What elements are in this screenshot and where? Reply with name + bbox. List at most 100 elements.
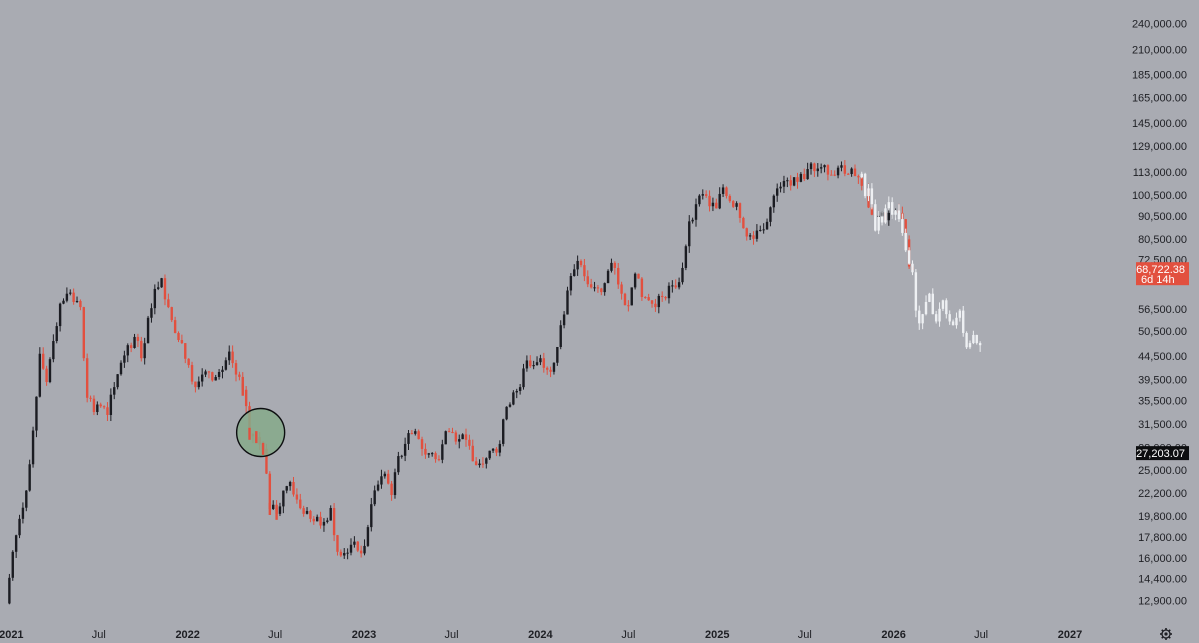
candle bbox=[383, 473, 387, 477]
candle bbox=[92, 398, 96, 413]
candle bbox=[217, 371, 221, 378]
candle bbox=[157, 287, 160, 289]
candle bbox=[397, 456, 400, 473]
candle bbox=[701, 194, 704, 196]
candle bbox=[231, 351, 234, 364]
candle bbox=[488, 450, 491, 459]
candle bbox=[657, 295, 661, 308]
candle bbox=[708, 195, 711, 207]
candle bbox=[518, 387, 522, 391]
candle bbox=[211, 372, 214, 381]
candle bbox=[562, 314, 566, 326]
candle bbox=[113, 387, 116, 395]
candle bbox=[813, 163, 816, 172]
candle bbox=[48, 359, 52, 383]
candle bbox=[775, 188, 779, 196]
candle bbox=[833, 174, 836, 176]
candle bbox=[539, 358, 542, 363]
projection-candles bbox=[860, 171, 982, 352]
candle bbox=[748, 235, 752, 237]
candle bbox=[278, 506, 282, 514]
candle bbox=[332, 508, 336, 536]
candle bbox=[79, 300, 82, 308]
x-tick-label: 2026 bbox=[881, 629, 905, 641]
projection-candle bbox=[863, 173, 867, 197]
candle bbox=[353, 541, 356, 545]
candle bbox=[515, 390, 518, 393]
candle bbox=[728, 195, 732, 202]
time-axis[interactable]: 2021 Jul 2022 Jul 2023 Jul 2024 Jul 2025 Jul 2026 J… bbox=[0, 629, 1082, 641]
candle bbox=[390, 483, 393, 496]
candle bbox=[613, 262, 617, 268]
candle bbox=[370, 504, 373, 528]
candle bbox=[424, 448, 427, 455]
highlight-circle bbox=[235, 407, 286, 458]
candle bbox=[106, 407, 109, 415]
x-tick-label: 2022 bbox=[175, 629, 199, 641]
candle bbox=[792, 177, 796, 186]
projection-candle bbox=[948, 314, 951, 322]
projection-candle bbox=[931, 293, 934, 315]
x-tick-label: 2023 bbox=[352, 629, 376, 641]
y-tick-label: 14,400.00 bbox=[1138, 574, 1187, 586]
candle bbox=[809, 163, 813, 170]
candle bbox=[474, 461, 478, 466]
candle bbox=[339, 551, 343, 556]
candle bbox=[302, 508, 305, 514]
y-tick-label: 56,500.00 bbox=[1138, 304, 1187, 316]
y-tick-label: 35,500.00 bbox=[1138, 396, 1187, 408]
candle bbox=[356, 541, 359, 551]
candle bbox=[566, 290, 569, 315]
candle bbox=[819, 167, 823, 169]
candle bbox=[363, 545, 366, 554]
y-tick-label: 129,000.00 bbox=[1132, 141, 1187, 153]
candle bbox=[495, 448, 498, 453]
candle bbox=[72, 292, 75, 302]
settings-button[interactable] bbox=[1160, 628, 1172, 640]
price-candles bbox=[8, 160, 914, 605]
candle bbox=[853, 168, 857, 177]
candle bbox=[454, 432, 458, 442]
candle bbox=[529, 360, 532, 367]
y-tick-label: 19,800.00 bbox=[1138, 511, 1187, 523]
candle bbox=[177, 332, 180, 341]
candle bbox=[691, 219, 694, 222]
candle bbox=[407, 433, 410, 444]
candle bbox=[437, 459, 441, 461]
candle bbox=[349, 544, 353, 553]
projection-candle bbox=[887, 202, 891, 209]
projection-candle bbox=[955, 317, 958, 326]
candle bbox=[393, 472, 397, 496]
candle bbox=[414, 431, 417, 434]
candle bbox=[58, 303, 62, 327]
candle bbox=[322, 521, 326, 526]
candle bbox=[681, 267, 684, 283]
candle bbox=[241, 376, 244, 390]
projection-candle bbox=[880, 216, 884, 223]
price-axis[interactable]: 12,900.00 14,400.00 16,000.00 17,800.00 19,8… bbox=[1132, 18, 1187, 607]
candle bbox=[346, 552, 349, 554]
candle bbox=[25, 490, 28, 508]
candle bbox=[857, 176, 860, 178]
candle bbox=[677, 282, 681, 288]
x-tick-label: 2024 bbox=[528, 629, 553, 641]
candle bbox=[187, 358, 190, 366]
candle bbox=[755, 230, 759, 239]
candle bbox=[14, 535, 18, 552]
gear-ring bbox=[1161, 629, 1171, 639]
candle bbox=[255, 431, 258, 444]
candle bbox=[109, 394, 113, 415]
candle bbox=[721, 187, 725, 194]
candle bbox=[136, 336, 140, 341]
candle bbox=[238, 374, 241, 377]
candle bbox=[650, 300, 654, 304]
candle bbox=[430, 453, 434, 455]
candle bbox=[150, 308, 153, 318]
y-tick-label: 185,000.00 bbox=[1132, 70, 1187, 82]
gear-icon[interactable] bbox=[1160, 628, 1172, 640]
candle bbox=[458, 439, 461, 442]
candle bbox=[840, 165, 843, 168]
